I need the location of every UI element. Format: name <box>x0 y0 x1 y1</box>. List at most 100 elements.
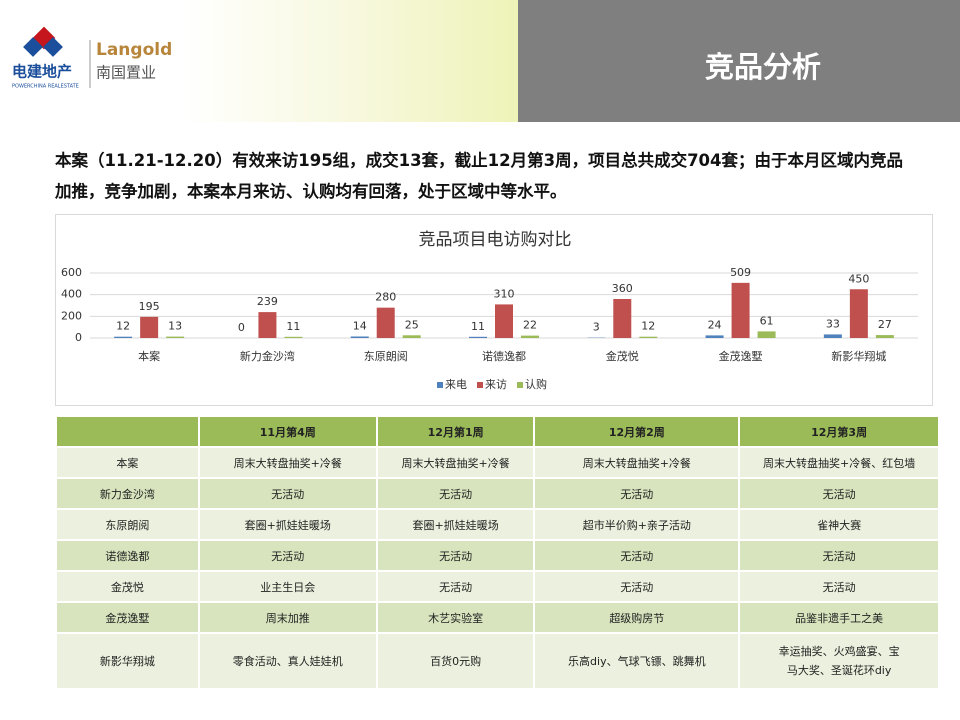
cell-text: 百货0元购 <box>430 655 482 668</box>
header-cell: 12月第2周 <box>533 415 741 448</box>
legend-label: 来电 <box>445 378 467 391</box>
x-tick-label: 金茂悦 <box>606 349 639 363</box>
y-tick-label: 200 <box>61 309 82 322</box>
bar <box>284 336 303 338</box>
chart: 竞品项目电访购对比 0 200 400 600 本案 12 195 13 新力金沙湾 0 239 11… <box>55 214 933 406</box>
bar <box>639 336 658 338</box>
logo-cn: 电建地产 <box>12 63 72 81</box>
row-label: 金茂逸墅 <box>55 601 200 634</box>
table-row: 金茂悦 业主生日会 无活动 无活动 无活动 <box>55 570 940 603</box>
cell-text: 无活动 <box>822 549 856 563</box>
row-label: 金茂悦 <box>55 570 200 603</box>
cell-text: 周末大转盘抽奖+冷餐 <box>233 456 342 470</box>
cell-text: 乐高diy、气球飞镖、跳舞机 <box>568 655 706 668</box>
logo: 电建地产 POWERCHINA REALESTATE Langold 南国置业 <box>12 26 172 90</box>
cell-text: 周末大转盘抽奖+冷餐 <box>401 456 510 470</box>
chart-title: 竞品项目电访购对比 <box>419 230 572 250</box>
data-label: 450 <box>848 272 869 285</box>
table-cell: 套圈+抓娃娃暖场 <box>375 508 536 541</box>
data-label: 360 <box>612 282 633 295</box>
row-label: 本案 <box>55 446 200 479</box>
data-label: 14 <box>353 319 367 332</box>
data-label: 33 <box>826 317 840 330</box>
bar <box>166 336 185 338</box>
data-label: 25 <box>405 318 419 331</box>
bar <box>469 336 487 338</box>
cell-text: 无活动 <box>439 580 473 594</box>
bar <box>402 335 421 338</box>
cell-text: 无活动 <box>620 580 654 594</box>
table-cell: 无活动 <box>738 539 940 572</box>
table-cell: 无活动 <box>375 570 536 603</box>
header-cell: 12月第3周 <box>738 415 940 448</box>
table-cell: 套圈+抓娃娃暖场 <box>197 508 378 541</box>
cell-text: 周末加推 <box>265 611 310 625</box>
y-tick-label: 0 <box>75 331 82 344</box>
data-label: 12 <box>641 320 655 333</box>
table-cell: 超市半价购+亲子活动 <box>533 508 741 541</box>
cell-text: 无活动 <box>620 487 654 501</box>
bar <box>705 335 724 338</box>
data-label: 0 <box>238 321 245 334</box>
cell-text: 套圈+抓娃娃暖场 <box>412 518 499 532</box>
x-tick-label: 新力金沙湾 <box>240 349 295 363</box>
cell-text: 周末大转盘抽奖+冷餐、红包墙 <box>763 456 916 470</box>
cell-text: 超级购房节 <box>609 611 665 625</box>
cell-text: 无活动 <box>620 549 654 563</box>
cell-text: 无活动 <box>822 487 856 501</box>
cell-text: 幸运抽奖、火鸡盛宴、宝马大奖、圣诞花环diy <box>778 645 900 677</box>
bar <box>140 316 159 338</box>
header-band: 电建地产 POWERCHINA REALESTATE Langold 南国置业 <box>0 0 518 122</box>
data-label: 3 <box>593 321 600 334</box>
table-cell: 周末大转盘抽奖+冷餐 <box>533 446 741 479</box>
cell-text: 无活动 <box>439 487 473 501</box>
bar <box>495 304 513 338</box>
header-cell: 11月第4周 <box>197 415 378 448</box>
table-row: 金茂逸墅 周末加推 木艺实验室 超级购房节 品鉴非遗手工之美 <box>55 601 940 634</box>
table-cell: 无活动 <box>197 477 378 510</box>
page-title: 竞品分析 <box>704 50 821 84</box>
table-cell: 无活动 <box>533 539 741 572</box>
bar <box>114 336 133 338</box>
legend-swatch <box>477 382 483 388</box>
cell-text: 周末大转盘抽奖+冷餐 <box>582 456 691 470</box>
table-cell: 零食活动、真人娃娃机 <box>197 632 378 690</box>
data-label: 509 <box>730 266 751 279</box>
cell-text: 超市半价购+亲子活动 <box>582 518 691 532</box>
table-cell: 超级购房节 <box>533 601 741 634</box>
table-cell: 品鉴非遗手工之美 <box>738 601 940 634</box>
table-cell: 周末大转盘抽奖+冷餐、红包墙 <box>738 446 940 479</box>
bar <box>823 334 842 338</box>
bar <box>376 307 395 338</box>
table-cell: 无活动 <box>375 539 536 572</box>
legend-label: 认购 <box>525 377 547 391</box>
row-label: 新影华翔城 <box>55 632 200 690</box>
y-tick-label: 400 <box>61 288 82 301</box>
bar <box>757 331 776 338</box>
table-cell: 无活动 <box>738 477 940 510</box>
table-cell: 业主生日会 <box>197 570 378 603</box>
header-row: 11月第4周 12月第1周 12月第2周 12月第3周 <box>55 415 940 448</box>
header-bar <box>518 0 960 122</box>
table-cell: 无活动 <box>533 477 741 510</box>
cell-text: 零食活动、真人娃娃机 <box>232 655 343 668</box>
data-label: 280 <box>375 291 396 304</box>
cell-text: 木艺实验室 <box>428 611 484 625</box>
data-label: 310 <box>494 287 515 300</box>
bar <box>731 282 750 338</box>
row-label: 东原朗阅 <box>55 508 200 541</box>
x-tick-label: 新影华翔城 <box>831 349 886 363</box>
data-label: 195 <box>139 300 160 313</box>
table-row: 诺德逸都 无活动 无活动 无活动 无活动 <box>55 539 940 572</box>
summary: 本案（11.21-12.20）有效来访195组，成交13套，截止12月第3周，项… <box>55 151 904 201</box>
data-label: 11 <box>286 320 300 333</box>
x-tick-label: 诺德逸都 <box>482 349 526 363</box>
table-cell: 百货0元购 <box>375 632 536 690</box>
table-cell: 乐高diy、气球飞镖、跳舞机 <box>533 632 741 690</box>
cell-text: 无活动 <box>822 580 856 594</box>
data-label: 11 <box>471 320 485 333</box>
table-cell: 雀神大赛 <box>738 508 940 541</box>
x-tick-label: 金茂逸墅 <box>719 349 763 363</box>
bar <box>258 312 277 338</box>
table-cell: 木艺实验室 <box>375 601 536 634</box>
